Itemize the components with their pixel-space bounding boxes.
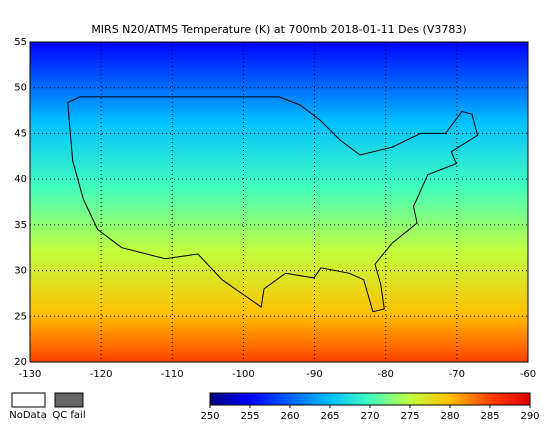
legend-label: QC fail xyxy=(52,410,85,421)
legend-label: NoData xyxy=(9,410,46,421)
nodata-swatch xyxy=(11,392,46,408)
colorbar-tick-label: 250 xyxy=(200,411,219,422)
y-tick-label: 45 xyxy=(14,128,27,139)
x-tick-label: -120 xyxy=(90,369,113,380)
x-tick-label: -60 xyxy=(520,369,536,380)
colorbar-tick-label: 265 xyxy=(320,411,339,422)
x-tick-label: -130 xyxy=(19,369,42,380)
colorbar-tick-label: 275 xyxy=(400,411,419,422)
y-tick-label: 40 xyxy=(14,174,27,185)
y-tick-label: 35 xyxy=(14,220,27,231)
colorbar xyxy=(209,392,531,406)
y-tick-label: 25 xyxy=(14,311,27,322)
y-tick-label: 55 xyxy=(14,37,27,48)
y-tick-label: 50 xyxy=(14,83,27,94)
temperature-field xyxy=(29,41,529,363)
colorbar-tick-label: 270 xyxy=(360,411,379,422)
x-tick-label: -80 xyxy=(378,369,394,380)
x-tick-label: -90 xyxy=(306,369,322,380)
coastline xyxy=(67,96,479,313)
y-tick-label: 20 xyxy=(14,357,27,368)
colorbar-tick-label: 290 xyxy=(520,411,539,422)
y-tick-label: 30 xyxy=(14,266,27,277)
title: MIRS N20/ATMS Temperature (K) at 700mb 2… xyxy=(91,23,466,36)
colorbar-tick-label: 260 xyxy=(280,411,299,422)
colorbar-tick-label: 285 xyxy=(480,411,499,422)
x-tick-label: -70 xyxy=(449,369,465,380)
x-tick-label: -110 xyxy=(161,369,184,380)
x-tick-label: -100 xyxy=(232,369,255,380)
colorbar-tick-label: 255 xyxy=(240,411,259,422)
colorbar-tick-label: 280 xyxy=(440,411,459,422)
qcfail-swatch xyxy=(54,392,84,408)
